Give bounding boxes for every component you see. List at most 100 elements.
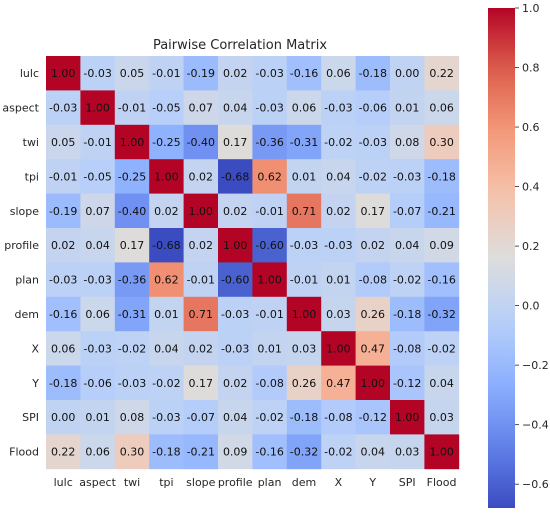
cell-label-aspect-dem: 0.06 <box>292 102 317 115</box>
cell-label-Flood-plan: -0.16 <box>255 446 283 459</box>
cell-twi-Flood <box>424 124 460 160</box>
cell-label-dem-twi: -0.31 <box>118 308 146 321</box>
cell-X-plan <box>252 331 288 366</box>
cell-tpi-dem <box>286 159 322 194</box>
cell-twi-lulc <box>46 124 81 160</box>
cell-profile-aspect <box>80 228 116 263</box>
cell-profile-X <box>321 228 356 263</box>
cell-dem-tpi <box>149 296 184 332</box>
cell-label-plan-profile: -0.60 <box>221 274 249 287</box>
cell-twi-aspect <box>80 124 116 160</box>
cell-slope-aspect <box>80 193 116 229</box>
cell-label-lulc-slope: -0.19 <box>187 67 215 80</box>
cell-label-plan-Flood: -0.16 <box>427 274 455 287</box>
cell-label-slope-dem: 0.71 <box>292 205 317 218</box>
cell-SPI-Y <box>355 400 391 435</box>
cell-label-tpi-lulc: -0.01 <box>49 170 77 183</box>
colorbar-tick-label-6: −0.2 <box>522 359 549 372</box>
cell-lulc-Flood <box>424 56 460 91</box>
cell-label-tpi-X: 0.04 <box>326 170 351 183</box>
cell-label-Flood-dem: -0.32 <box>290 446 318 459</box>
cell-label-aspect-slope: 0.07 <box>189 102 214 115</box>
cell-slope-profile <box>218 193 253 229</box>
cell-tpi-slope <box>183 159 219 194</box>
cell-aspect-tpi <box>149 90 184 126</box>
cell-label-slope-profile: 0.02 <box>223 205 248 218</box>
cell-tpi-profile <box>218 159 253 194</box>
cell-profile-slope <box>183 228 219 263</box>
cell-twi-Y <box>355 124 391 160</box>
cell-dem-profile <box>218 296 253 332</box>
cell-label-aspect-Flood: 0.06 <box>429 102 454 115</box>
row-label-dem: dem <box>15 308 39 321</box>
cell-label-SPI-profile: 0.04 <box>223 411 248 424</box>
cell-label-aspect-Y: -0.06 <box>359 102 387 115</box>
cell-plan-Flood <box>424 262 460 298</box>
cell-profile-Flood <box>424 228 460 263</box>
cell-SPI-tpi <box>149 400 184 435</box>
cell-aspect-plan <box>252 90 288 126</box>
cell-label-plan-slope: -0.01 <box>187 274 215 287</box>
cell-profile-plan <box>252 228 288 263</box>
cell-label-lulc-profile: 0.02 <box>223 67 248 80</box>
cell-Flood-tpi <box>149 434 184 470</box>
cell-label-twi-slope: -0.40 <box>187 136 215 149</box>
cell-label-Flood-X: -0.02 <box>324 446 352 459</box>
cell-label-profile-aspect: 0.04 <box>85 239 110 252</box>
cell-label-dem-plan: -0.01 <box>255 308 283 321</box>
colorbar-tick-label-8: −0.6 <box>522 478 549 491</box>
cell-label-Flood-tpi: -0.18 <box>152 446 180 459</box>
cell-label-Y-slope: 0.17 <box>189 377 214 390</box>
cell-tpi-lulc <box>46 159 81 194</box>
cell-label-aspect-twi: -0.01 <box>118 102 146 115</box>
cell-dem-X <box>321 296 356 332</box>
colorbar-tick-label-1: 0.8 <box>522 62 540 75</box>
cell-plan-X <box>321 262 356 298</box>
cell-label-aspect-X: -0.03 <box>324 102 352 115</box>
cell-tpi-plan <box>252 159 288 194</box>
cell-label-aspect-aspect: 1.00 <box>85 102 110 115</box>
cell-Y-X <box>321 365 356 401</box>
cell-label-SPI-Y: -0.12 <box>359 411 387 424</box>
cell-X-twi <box>114 331 150 366</box>
cell-label-twi-aspect: -0.01 <box>83 136 111 149</box>
cell-Flood-Y <box>355 434 391 470</box>
cell-label-tpi-Y: -0.02 <box>359 170 387 183</box>
column-label-aspect: aspect <box>79 476 116 489</box>
cell-tpi-tpi <box>149 159 184 194</box>
cell-label-Flood-slope: -0.21 <box>187 446 215 459</box>
cell-dem-SPI <box>390 296 425 332</box>
cell-label-dem-aspect: 0.06 <box>85 308 110 321</box>
cell-profile-dem <box>286 228 322 263</box>
cell-label-SPI-tpi: -0.03 <box>152 411 180 424</box>
cell-X-Flood <box>424 331 460 366</box>
cell-aspect-SPI <box>390 90 425 126</box>
cell-label-Flood-Flood: 1.00 <box>429 446 454 459</box>
cell-label-tpi-aspect: -0.05 <box>83 170 111 183</box>
cell-label-profile-lulc: 0.02 <box>51 239 76 252</box>
cell-label-plan-X: 0.01 <box>326 274 351 287</box>
cell-profile-SPI <box>390 228 425 263</box>
cell-slope-tpi <box>149 193 184 229</box>
cell-plan-Y <box>355 262 391 298</box>
cell-lulc-X <box>321 56 356 91</box>
cell-twi-twi <box>114 124 150 160</box>
cell-label-plan-lulc: -0.03 <box>49 274 77 287</box>
cell-Flood-X <box>321 434 356 470</box>
cell-SPI-slope <box>183 400 219 435</box>
cell-label-dem-SPI: -0.18 <box>393 308 421 321</box>
cell-label-profile-X: -0.03 <box>324 239 352 252</box>
cell-label-Y-aspect: -0.06 <box>83 377 111 390</box>
cell-label-profile-tpi: -0.68 <box>152 239 180 252</box>
cell-Y-lulc <box>46 365 81 401</box>
cell-label-aspect-SPI: 0.01 <box>395 102 420 115</box>
cell-label-Y-twi: -0.03 <box>118 377 146 390</box>
cell-label-dem-dem: 1.00 <box>292 308 317 321</box>
cell-label-Y-lulc: -0.18 <box>49 377 77 390</box>
cell-slope-X <box>321 193 356 229</box>
cell-lulc-slope <box>183 56 219 91</box>
cell-label-dem-tpi: 0.01 <box>154 308 179 321</box>
cell-Y-profile <box>218 365 253 401</box>
cell-X-Y <box>355 331 391 366</box>
cell-label-twi-twi: 1.00 <box>120 136 145 149</box>
